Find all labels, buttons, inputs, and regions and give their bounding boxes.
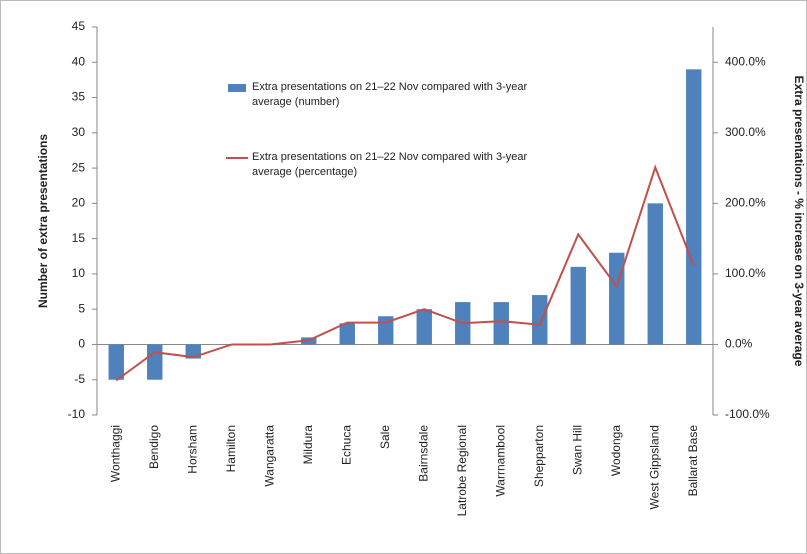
x-tick-label: West Gippsland <box>647 425 661 510</box>
bar <box>108 344 124 380</box>
x-tick-label: Swan Hill <box>570 425 584 475</box>
legend-label: Extra presentations on 21–22 Nov compare… <box>252 81 528 108</box>
y-tick-label: 0 <box>78 337 85 351</box>
y-tick-label: 5 <box>78 301 85 315</box>
bar <box>570 266 586 345</box>
x-tick-label: Wangaratta <box>262 425 276 487</box>
x-tick-label: Bendigo <box>147 425 161 469</box>
y-axis-title: Number of extra presentations <box>36 134 50 308</box>
y2-tick-label: 200.0% <box>725 196 766 210</box>
legend-swatch <box>228 84 246 92</box>
legend-label: Extra presentations on 21–22 Nov compare… <box>252 151 528 178</box>
y-tick-label: 30 <box>72 125 86 139</box>
x-tick-label: Horsham <box>185 425 199 474</box>
y2-tick-label: 0.0% <box>725 337 753 351</box>
line-series <box>115 164 695 382</box>
y2-axis-title: Extra presentations - % increase on 3-ye… <box>792 76 806 367</box>
y2-tick-label: 300.0% <box>725 125 766 139</box>
legend-item: Extra presentations on 21–22 Nov compare… <box>252 81 528 108</box>
bar <box>647 203 663 345</box>
bar <box>416 309 432 345</box>
x-tick-label: Ballarat Base <box>686 425 700 497</box>
y-tick-label: 20 <box>72 196 86 210</box>
bar <box>493 302 509 345</box>
y-tick-label: 45 <box>72 19 86 33</box>
y2-tick-label: -100.0% <box>725 407 770 421</box>
x-tick-label: Warrnambool <box>493 425 507 497</box>
y-tick-label: 15 <box>72 231 86 245</box>
bar <box>609 252 625 345</box>
bar <box>532 295 548 345</box>
x-tick-label: Hamilton <box>224 425 238 472</box>
y-tick-label: -5 <box>74 372 85 386</box>
y-tick-label: 35 <box>72 90 86 104</box>
y-tick-label: 25 <box>72 160 86 174</box>
legend-item: Extra presentations on 21–22 Nov compare… <box>252 151 528 178</box>
x-tick-label: Wonthaggi <box>108 425 122 482</box>
x-tick-label: Mildura <box>301 425 315 465</box>
x-tick-label: Wodonga <box>609 425 623 476</box>
x-tick-label: Sale <box>378 425 392 449</box>
x-tick-label: Echuca <box>339 425 353 465</box>
y-tick-label: -10 <box>68 407 86 421</box>
x-tick-label: Shepparton <box>532 425 546 487</box>
y-tick-label: 10 <box>72 266 86 280</box>
y2-tick-label: 100.0% <box>725 266 766 280</box>
x-tick-label: Latrobe Regional <box>455 425 469 516</box>
y2-tick-label: 400.0% <box>725 54 766 68</box>
y-tick-label: 40 <box>72 54 86 68</box>
bar <box>686 69 702 345</box>
x-tick-label: Bairnsdale <box>416 425 430 482</box>
bar <box>339 323 355 345</box>
bar <box>147 344 163 380</box>
